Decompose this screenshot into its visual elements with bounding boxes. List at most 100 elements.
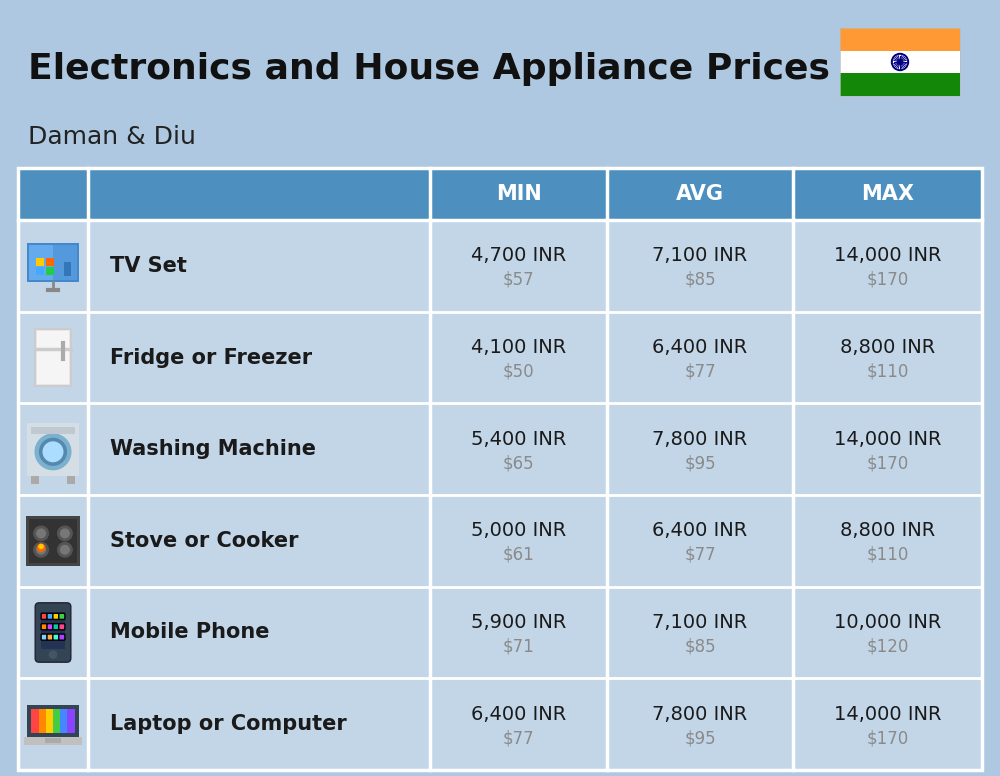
- Bar: [607, 587, 793, 678]
- Circle shape: [37, 544, 45, 552]
- Circle shape: [49, 651, 57, 658]
- Text: Electronics and House Appliance Prices: Electronics and House Appliance Prices: [28, 52, 830, 86]
- Bar: [793, 495, 982, 587]
- Bar: [67, 476, 75, 483]
- Text: 14,000 INR: 14,000 INR: [834, 705, 941, 724]
- Text: 7,100 INR: 7,100 INR: [652, 246, 748, 265]
- Bar: [53, 709, 60, 733]
- Text: $120: $120: [866, 638, 909, 656]
- Bar: [607, 168, 793, 220]
- Bar: [36, 258, 44, 266]
- Bar: [430, 587, 607, 678]
- Text: 10,000 INR: 10,000 INR: [834, 613, 941, 632]
- Bar: [430, 495, 607, 587]
- Circle shape: [58, 542, 72, 557]
- Circle shape: [34, 526, 48, 541]
- Text: $85: $85: [684, 638, 716, 656]
- Bar: [88, 678, 430, 770]
- Text: 4,700 INR: 4,700 INR: [471, 246, 566, 265]
- Bar: [430, 312, 607, 404]
- Text: 6,400 INR: 6,400 INR: [652, 521, 748, 540]
- Bar: [18, 587, 88, 678]
- Circle shape: [37, 529, 45, 538]
- Text: 8,800 INR: 8,800 INR: [840, 521, 935, 540]
- Circle shape: [43, 442, 63, 462]
- Text: $71: $71: [503, 638, 534, 656]
- FancyBboxPatch shape: [47, 634, 53, 640]
- Text: $77: $77: [503, 729, 534, 747]
- Bar: [60, 709, 67, 733]
- Text: 6,400 INR: 6,400 INR: [471, 705, 566, 724]
- FancyBboxPatch shape: [35, 603, 71, 662]
- Circle shape: [58, 526, 72, 541]
- Text: $110: $110: [866, 362, 909, 380]
- Circle shape: [892, 54, 908, 71]
- Text: TV Set: TV Set: [110, 256, 187, 275]
- Bar: [41, 612, 65, 649]
- Bar: [88, 495, 430, 587]
- Bar: [793, 587, 982, 678]
- Text: 4,100 INR: 4,100 INR: [471, 338, 566, 357]
- Circle shape: [40, 438, 66, 465]
- Bar: [430, 404, 607, 495]
- Text: 7,800 INR: 7,800 INR: [652, 430, 748, 449]
- Text: $95: $95: [684, 454, 716, 472]
- Text: 5,900 INR: 5,900 INR: [471, 613, 566, 632]
- Bar: [27, 705, 79, 736]
- Circle shape: [34, 542, 48, 557]
- Bar: [26, 516, 80, 566]
- Text: Washing Machine: Washing Machine: [110, 439, 316, 459]
- Bar: [35, 330, 71, 386]
- Text: $61: $61: [503, 546, 534, 564]
- Bar: [46, 267, 54, 275]
- Bar: [430, 678, 607, 770]
- Text: $170: $170: [866, 729, 909, 747]
- Bar: [88, 168, 430, 220]
- Text: 14,000 INR: 14,000 INR: [834, 246, 941, 265]
- Bar: [29, 244, 53, 280]
- Text: Mobile Phone: Mobile Phone: [110, 622, 270, 643]
- Bar: [18, 495, 88, 587]
- Bar: [607, 495, 793, 587]
- Bar: [24, 736, 82, 745]
- FancyBboxPatch shape: [53, 624, 59, 630]
- Text: $95: $95: [684, 729, 716, 747]
- Bar: [53, 244, 77, 280]
- Text: AVG: AVG: [676, 184, 724, 204]
- Bar: [793, 404, 982, 495]
- Text: $170: $170: [866, 271, 909, 289]
- Bar: [31, 709, 39, 733]
- Bar: [88, 220, 430, 312]
- Bar: [46, 258, 54, 266]
- Bar: [607, 404, 793, 495]
- Circle shape: [61, 529, 69, 538]
- Bar: [607, 220, 793, 312]
- FancyBboxPatch shape: [41, 634, 47, 640]
- Bar: [793, 678, 982, 770]
- Bar: [840, 28, 960, 50]
- Bar: [840, 50, 960, 74]
- FancyBboxPatch shape: [59, 624, 65, 630]
- Bar: [18, 678, 88, 770]
- Circle shape: [39, 545, 43, 549]
- Bar: [67, 709, 75, 733]
- Bar: [36, 267, 44, 275]
- Text: 5,000 INR: 5,000 INR: [471, 521, 566, 540]
- Bar: [31, 709, 75, 733]
- Text: Laptop or Computer: Laptop or Computer: [110, 714, 347, 734]
- Bar: [31, 427, 75, 435]
- FancyBboxPatch shape: [59, 613, 65, 619]
- Bar: [840, 28, 960, 96]
- Bar: [29, 519, 77, 563]
- Text: 7,100 INR: 7,100 INR: [652, 613, 748, 632]
- Text: 6,400 INR: 6,400 INR: [652, 338, 748, 357]
- Bar: [18, 168, 88, 220]
- Bar: [607, 312, 793, 404]
- Bar: [27, 243, 79, 282]
- Circle shape: [37, 546, 45, 554]
- Text: 5,400 INR: 5,400 INR: [471, 430, 566, 449]
- Bar: [31, 476, 39, 483]
- Bar: [793, 168, 982, 220]
- Circle shape: [61, 546, 69, 554]
- FancyBboxPatch shape: [41, 624, 47, 630]
